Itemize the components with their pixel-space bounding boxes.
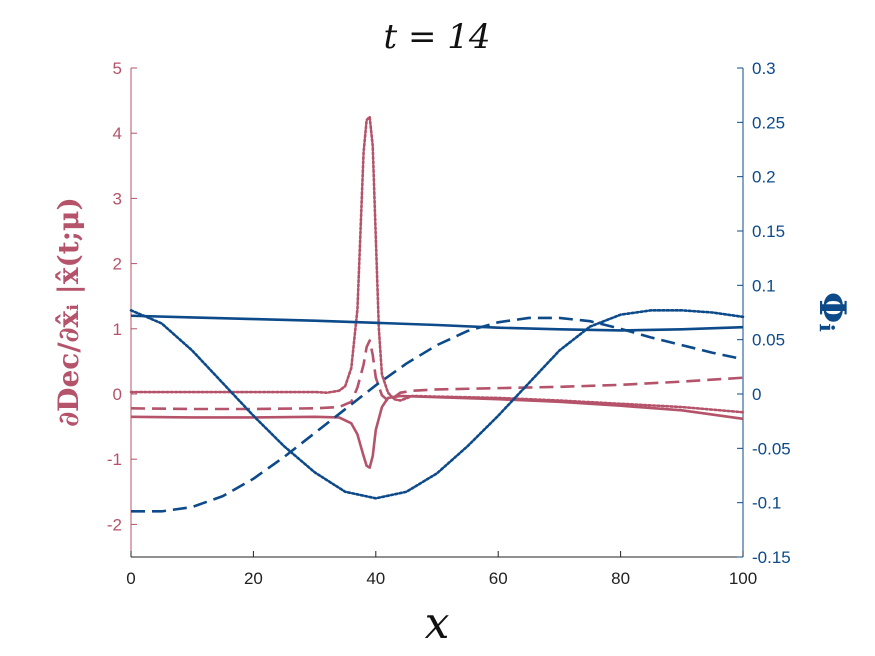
left-y-tick-label: 1 (113, 320, 122, 339)
left-dotted-series-line (129, 115, 745, 414)
x-tick-label: 0 (126, 569, 135, 588)
x-tick-label: 100 (729, 569, 757, 588)
x-tick-label: 40 (366, 569, 385, 588)
right-y-axis-ticks: -0.15 -0.1 -0.05 0 0.05 0.1 0.15 0.2 0.25 0.3 (737, 59, 791, 567)
left-y-tick-label: -1 (107, 450, 122, 469)
left-dashed-series-line (130, 339, 744, 411)
right-y-tick-label: -0.05 (752, 439, 791, 458)
right-dashed-series-line (131, 316, 744, 513)
right-y-tick-label: 0.2 (752, 168, 776, 187)
right-y-axis-label: Φᵢ (811, 292, 853, 332)
x-tick-label: 60 (489, 569, 508, 588)
left-y-tick-label: 3 (113, 189, 122, 208)
left-y-tick-label: -2 (107, 515, 122, 534)
series-layer (129, 115, 745, 513)
left-solid-series-line (130, 394, 744, 469)
x-axis-label: x (425, 598, 450, 649)
right-y-tick-label: 0.05 (752, 331, 785, 350)
x-axis-ticks: 0 20 40 60 80 100 (126, 551, 757, 588)
left-y-tick-label: 2 (113, 255, 122, 274)
left-y-tick-label: 4 (113, 124, 122, 143)
chart-title: t = 14 (383, 17, 490, 57)
x-tick-label: 80 (611, 569, 630, 588)
left-y-axis-ticks: -2 -1 0 1 2 3 4 5 (107, 59, 137, 534)
right-y-tick-label: 0 (752, 385, 761, 404)
plot-area (129, 68, 745, 558)
right-dotted-series-line (129, 309, 745, 500)
x-tick-label: 20 (244, 569, 263, 588)
right-y-tick-label: 0.25 (752, 113, 785, 132)
left-y-tick-label: 0 (113, 385, 122, 404)
right-y-tick-label: 0.15 (752, 222, 785, 241)
right-y-tick-label: -0.1 (752, 494, 781, 513)
right-y-tick-label: 0.3 (752, 59, 776, 78)
right-solid-series-line (130, 314, 744, 332)
left-y-tick-label: 5 (113, 59, 122, 78)
right-y-tick-label: 0.1 (752, 276, 776, 295)
left-y-axis-label: ∂Dec/∂x̂ᵢ |x̂(t;μ) (52, 197, 85, 427)
right-y-tick-label: -0.15 (752, 548, 791, 567)
